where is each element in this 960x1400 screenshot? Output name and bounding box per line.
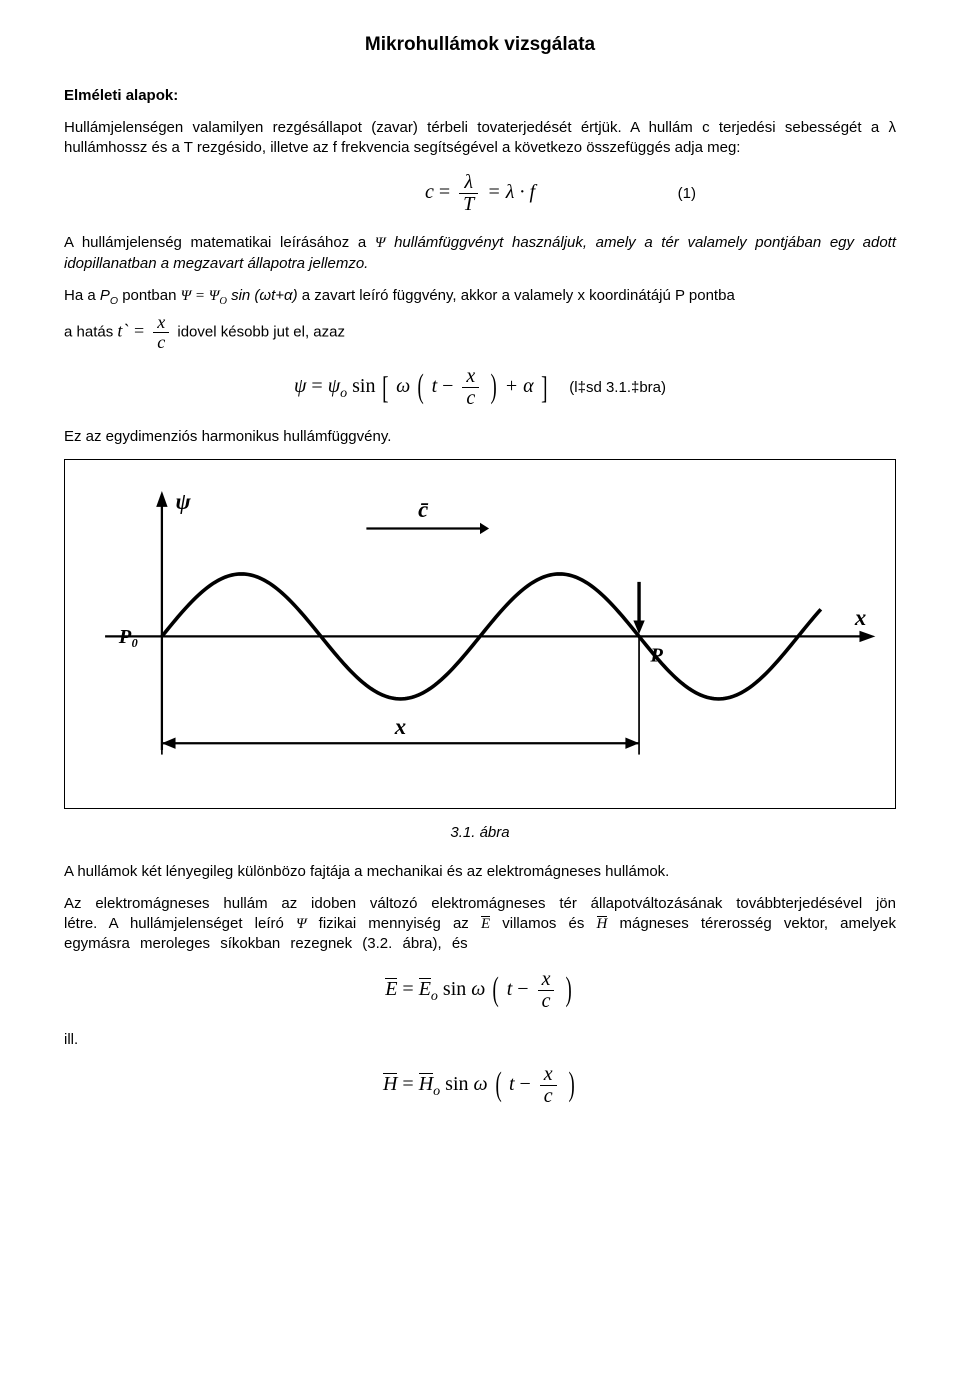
equation-2: ψ = ψo sin [ ω ( t − x c ) + α ] (l‡sd 3… (64, 366, 896, 409)
eq1-frac-den: T (459, 194, 478, 215)
section-heading: Elméleti alapok: (64, 86, 896, 106)
eq4-Ho: H (419, 1073, 433, 1093)
p4b: idovel késobb jut el, azaz (177, 323, 345, 340)
p7b: fizikai mennyiség az (319, 915, 481, 932)
eq2-eq: = (311, 375, 322, 397)
eq2-omega: ω (396, 375, 410, 397)
svg-text:c̄: c̄ (418, 497, 429, 522)
eq2-psi: ψ (294, 375, 306, 397)
eq2-sin: sin (352, 375, 375, 397)
p3-psi-eq: Ψ = Ψ (181, 288, 220, 304)
eq2-frac: x c (462, 366, 479, 409)
p7-E: E (481, 916, 490, 932)
eq2-note: (l‡sd 3.1.‡bra) (569, 379, 666, 396)
p7-H: H (597, 916, 608, 932)
eq3-Eo: E (419, 978, 431, 998)
paragraph-intro: Hullámjelenségen valamilyen rezgésállapo… (64, 118, 896, 159)
p4-t: t` = (117, 320, 145, 340)
p4-frac-den: c (153, 333, 169, 352)
eq2-psio: ψ (328, 375, 340, 397)
svg-text:x: x (854, 605, 866, 630)
eq3-t: t (507, 978, 513, 1000)
paragraph-p0: Ha a PO pontban Ψ = ΨO sin (ωt+α) a zava… (64, 286, 896, 309)
eq2-t: t (432, 375, 438, 397)
p7c: villamos és (502, 915, 596, 932)
p3a: Ha a (64, 287, 100, 304)
p3-Po-sub: O (110, 295, 118, 307)
eq1-frac-num: λ (459, 172, 478, 194)
p3-sin: sin (ωt+α) (231, 287, 298, 304)
figure-1-caption: 3.1. ábra (64, 823, 896, 843)
eq2-plus-alpha: + α (505, 375, 534, 397)
p4a: a hatás (64, 323, 117, 340)
eq2-frac-num: x (462, 366, 479, 388)
figure-1-svg: c̄ P₀ ψ x Px (71, 466, 889, 784)
eq1-c: c (425, 181, 434, 203)
figure-1-box: c̄ P₀ ψ x Px (64, 459, 896, 809)
eq3-omega: ω (471, 978, 485, 1000)
eq3-osub: o (431, 989, 438, 1004)
eq4-osub: o (433, 1084, 440, 1099)
eq4-frac-num: x (540, 1064, 557, 1086)
eq1-rhs: = λ · f (487, 181, 535, 203)
eq3-sin: sin (443, 978, 466, 1000)
paragraph-wave-types: A hullámok két lényegileg különbözo fajt… (64, 862, 896, 882)
eq4-sin: sin (445, 1073, 468, 1095)
svg-text:x: x (394, 714, 406, 739)
eq1-eq1: = (439, 181, 450, 203)
eq4-frac-den: c (540, 1086, 557, 1107)
eq4-frac: x c (540, 1064, 557, 1107)
p3-O-sub: O (219, 296, 227, 307)
eq3-E: E (385, 978, 397, 998)
eq3-frac-den: c (538, 991, 555, 1012)
svg-text:P₀: P₀ (118, 626, 139, 648)
p3c: a zavart leíró függvény, akkor a valamel… (302, 287, 735, 304)
p4-frac: x c (153, 313, 169, 352)
paragraph-em-wave: Az elektromágneses hullám az idoben vált… (64, 894, 896, 955)
paragraph-harmonic: Ez az egydimenziós harmonikus hullámfügg… (64, 427, 896, 447)
eq2-osub: o (340, 386, 347, 401)
eq3-frac-num: x (538, 969, 555, 991)
eq4-t: t (509, 1073, 515, 1095)
equation-3: E = Eo sin ω ( t − x c ) (64, 969, 896, 1012)
p2a: A hullámjelenség matematikai leírásához … (64, 234, 366, 251)
eq4-eq: = (402, 1073, 413, 1095)
eq4-omega: ω (474, 1073, 488, 1095)
eq4-minus: − (520, 1073, 531, 1095)
eq3-minus: − (517, 978, 528, 1000)
p7-psi: Ψ (296, 916, 307, 932)
eq1-frac: λ T (459, 172, 478, 215)
p4-frac-num: x (153, 313, 169, 333)
page-title: Mikrohullámok vizsgálata (64, 32, 896, 58)
equation-1: c = λ T = λ · f (1) (64, 172, 896, 215)
equation-4: H = Ho sin ω ( t − x c ) (64, 1064, 896, 1107)
p2-psi: Ψ (375, 235, 386, 251)
eq3-eq: = (402, 978, 413, 1000)
eq2-frac-den: c (462, 388, 479, 409)
eq4-H: H (383, 1073, 397, 1093)
p5-text: Ez az egydimenziós harmonikus hullámfügg… (64, 428, 391, 445)
eq1-number: (1) (678, 184, 696, 204)
svg-text:ψ: ψ (176, 489, 192, 514)
paragraph-delay: a hatás t` = x c idovel késobb jut el, a… (64, 313, 896, 352)
ill-label: ill. (64, 1030, 896, 1050)
svg-text:P: P (649, 645, 663, 667)
paragraph-psi-def: A hullámjelenség matematikai leírásához … (64, 233, 896, 274)
p3b: pontban (122, 287, 180, 304)
p3-P: P (100, 287, 110, 304)
eq2-minus: − (442, 375, 453, 397)
eq3-frac: x c (538, 969, 555, 1012)
